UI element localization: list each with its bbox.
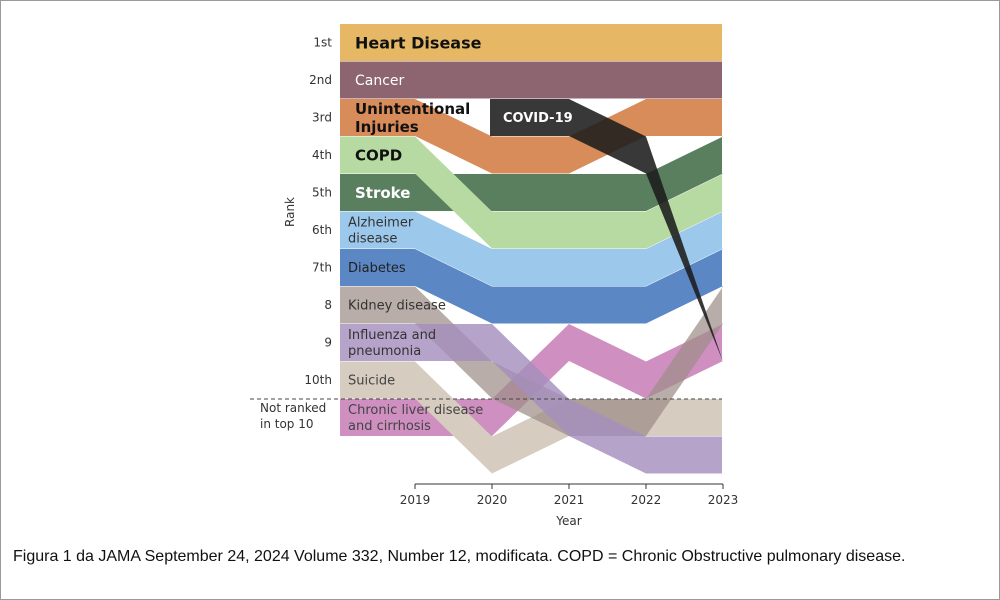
band-heart <box>340 24 723 61</box>
x-tick-label: 2020 <box>477 493 508 507</box>
band-label-covid: COVID-19 <box>503 111 573 126</box>
band-label-heart: Heart Disease <box>355 33 482 52</box>
rank-tick-label: 6th <box>312 223 332 237</box>
band-alzheimer <box>340 211 723 286</box>
y-axis-title: Rank <box>283 197 297 227</box>
chart-axes: 1st 2nd 3rd 4th 5th 6th 7th 8 9 10th Not ranked in … <box>250 36 739 528</box>
x-axis-title: Year <box>555 514 581 528</box>
not-ranked-label: Not ranked in top 10 <box>260 401 326 431</box>
band-label-kidney: Kidney disease <box>348 299 446 314</box>
band-label-diabetes: Diabetes <box>348 261 406 276</box>
band-label-stroke: Stroke <box>355 184 410 202</box>
rank-tick-label: 1st <box>313 36 332 50</box>
rank-tick-label: 2nd <box>309 73 332 87</box>
band-label-injuries: Unintentional Injuries <box>355 100 470 136</box>
rank-tick-label: 9 <box>324 336 332 350</box>
band-label-suicide: Suicide <box>348 374 395 389</box>
chart-band-labels: Heart Disease Cancer Unintentional Injuries… <box>348 33 573 434</box>
x-tick-label: 2019 <box>400 493 431 507</box>
x-tick-label: 2023 <box>708 493 739 507</box>
rank-tick-label: 10th <box>304 373 332 387</box>
rank-tick-label: 4th <box>312 148 332 162</box>
x-tick-label: 2021 <box>554 493 585 507</box>
rank-tick-label: 3rd <box>312 111 332 125</box>
rank-tick-label: 8 <box>324 298 332 312</box>
band-diabetes <box>340 249 723 324</box>
x-tick-label: 2022 <box>631 493 662 507</box>
band-label-liver: Chronic liver disease and cirrhosis <box>348 403 483 434</box>
band-label-cancer: Cancer <box>355 73 405 89</box>
figure-caption: Figura 1 da JAMA September 24, 2024 Volu… <box>13 548 906 565</box>
rank-tick-label: 5th <box>312 186 332 200</box>
band-cancer <box>340 61 723 99</box>
band-label-influenza: Influenza and pneumonia <box>348 328 436 359</box>
band-injuries <box>340 99 723 174</box>
rank-tick-label: 7th <box>312 261 332 275</box>
band-kidney <box>340 286 723 436</box>
band-label-alzheimer: Alzheimer disease <box>348 216 414 247</box>
band-label-copd: COPD <box>355 146 402 164</box>
band-covid <box>490 99 723 362</box>
band-copd <box>340 136 723 249</box>
